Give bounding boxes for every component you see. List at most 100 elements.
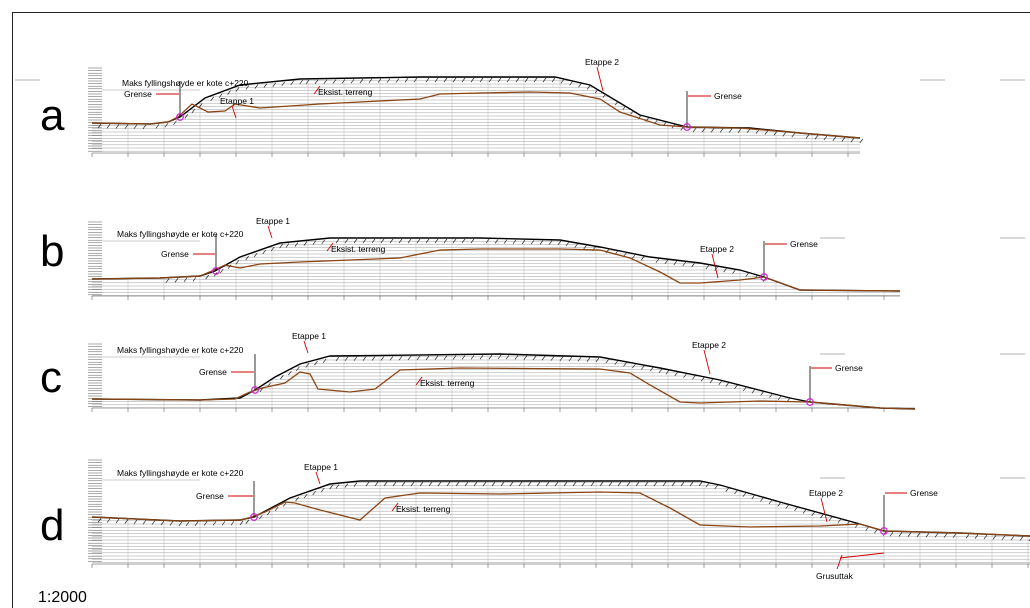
- cover-hatch: [632, 254, 636, 259]
- cover-hatch: [680, 481, 685, 487]
- cover-hatch: [359, 78, 364, 84]
- cover-hatch: [595, 357, 600, 363]
- cover-hatch: [212, 521, 217, 526]
- etappe-1-label-leader: [267, 225, 273, 239]
- cover-hatch: [488, 354, 493, 360]
- cover-hatch: [723, 267, 727, 273]
- boundary-marker: [880, 527, 888, 535]
- cover-hatch: [295, 496, 299, 502]
- cover-hatch: [350, 78, 355, 84]
- cover-hatch: [574, 243, 579, 248]
- cover-hatch: [272, 82, 277, 87]
- cover-hatch: [889, 531, 894, 537]
- cover-hatch: [683, 373, 687, 378]
- cover-hatch: [760, 497, 764, 502]
- cover-hatch: [698, 481, 703, 487]
- cover-hatch: [655, 258, 660, 263]
- cover-hatch: [551, 77, 556, 83]
- cover-hatch: [419, 481, 424, 487]
- cover-hatch: [542, 77, 547, 83]
- cover-hatch: [1019, 536, 1024, 541]
- cover-hatch: [521, 239, 526, 245]
- existing-terrain-line: [91, 491, 1030, 537]
- cover-hatch: [572, 481, 577, 487]
- cover-hatch: [709, 378, 714, 384]
- cover-hatch: [392, 481, 397, 487]
- cover-hatch: [97, 518, 102, 523]
- cover-hatch: [820, 513, 824, 519]
- cover-hatch: [344, 483, 349, 488]
- cover-hatch: [314, 79, 319, 84]
- cover-hatch: [773, 131, 778, 136]
- cover-hatch: [115, 124, 120, 129]
- cover-hatch: [312, 490, 316, 496]
- cover-hatch: [235, 87, 240, 92]
- cover-hatch: [389, 238, 394, 244]
- cover-hatch: [734, 489, 738, 495]
- cover-hatch: [416, 355, 421, 361]
- cover-hatch: [281, 81, 286, 87]
- cover-hatch: [832, 136, 837, 141]
- cover-hatch: [764, 130, 769, 135]
- boundary-marker: [250, 513, 258, 521]
- cover-hatch: [791, 132, 796, 138]
- cover-hatch: [329, 484, 333, 490]
- cover-hatch: [259, 514, 263, 520]
- cover-hatch: [539, 240, 544, 245]
- etappe-2-label-leader: [596, 66, 604, 92]
- cover-hatch: [751, 494, 756, 500]
- cover-hatch: [682, 261, 687, 267]
- cover-hatch: [664, 259, 669, 264]
- cover-hatch: [470, 77, 475, 83]
- cover-hatch: [578, 83, 582, 88]
- cover-hatch: [701, 128, 706, 133]
- cover-hatch: [602, 93, 607, 98]
- cover-hatch: [353, 238, 358, 244]
- cover-hatch: [934, 533, 939, 538]
- boundary-marker: [760, 273, 768, 281]
- cover-hatch: [925, 532, 930, 538]
- cover-hatch: [461, 238, 466, 244]
- cover-hatch: [428, 481, 433, 487]
- cover-hatch: [814, 135, 819, 140]
- cover-hatch: [532, 355, 537, 361]
- cover-hatch: [503, 239, 508, 244]
- cover-hatch: [227, 264, 232, 269]
- cover-hatch: [341, 79, 346, 84]
- cover-hatch: [626, 481, 631, 487]
- cover-hatch: [178, 521, 183, 527]
- cover-hatch: [630, 110, 634, 115]
- cover-hatch: [443, 355, 448, 360]
- cover-hatch: [865, 526, 870, 531]
- cover-hatch: [479, 355, 484, 360]
- max-fill-label: Maks fyllingshøyde er kote c+220: [117, 468, 244, 478]
- cover-hatch: [599, 481, 604, 487]
- cover-hatch: [802, 509, 807, 514]
- cover-hatch: [205, 274, 209, 280]
- cover-hatch: [497, 354, 502, 360]
- cover-hatch: [514, 355, 519, 360]
- cover-hatch: [974, 534, 979, 539]
- cover-hatch: [530, 240, 535, 245]
- etappe-2-label-leader: [703, 349, 711, 375]
- cover-hatch: [443, 77, 448, 83]
- existing-terrain-label-leader: [391, 502, 399, 512]
- cover-hatch: [266, 510, 271, 516]
- cover-hatch: [515, 77, 520, 83]
- cover-hatch: [184, 114, 189, 119]
- scale-label: 1:2000: [38, 589, 87, 606]
- cover-hatch: [312, 240, 317, 245]
- cover-hatch: [700, 377, 705, 382]
- cover-hatch: [380, 356, 385, 361]
- cover-hatch: [285, 243, 290, 248]
- cover-hatch: [254, 84, 259, 89]
- cover-hatch: [485, 238, 490, 244]
- cover-hatch: [785, 504, 790, 509]
- cover-hatch: [151, 520, 156, 525]
- cover-hatch: [164, 123, 169, 128]
- cover-hatch: [464, 481, 469, 487]
- cover-hatch: [470, 238, 475, 244]
- max-fill-label: Maks fyllingshøyde er kote c+220: [122, 78, 249, 88]
